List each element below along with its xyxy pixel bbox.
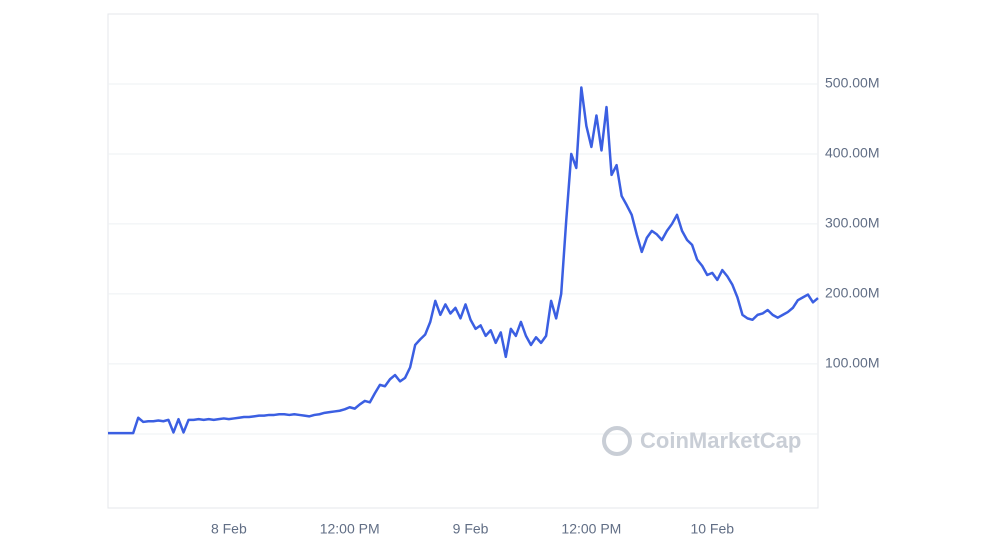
plot-frame [107, 13, 819, 509]
y-tick-label: 400.00M [825, 145, 879, 161]
watermark: CoinMarketCap [602, 426, 801, 456]
x-tick-label: 12:00 PM [561, 521, 621, 537]
watermark-text: CoinMarketCap [640, 428, 801, 453]
x-tick-label: 12:00 PM [320, 521, 380, 537]
y-tick-label: 500.00M [825, 75, 879, 91]
x-tick-label: 8 Feb [211, 521, 247, 537]
y-tick-label: 200.00M [825, 285, 879, 301]
price-line [108, 86, 819, 435]
x-tick-label: 10 Feb [690, 521, 734, 537]
y-tick-label: 100.00M [825, 355, 879, 371]
watermark-logo [602, 426, 632, 456]
y-tick-label: 300.00M [825, 215, 879, 231]
x-tick-label: 9 Feb [453, 521, 489, 537]
